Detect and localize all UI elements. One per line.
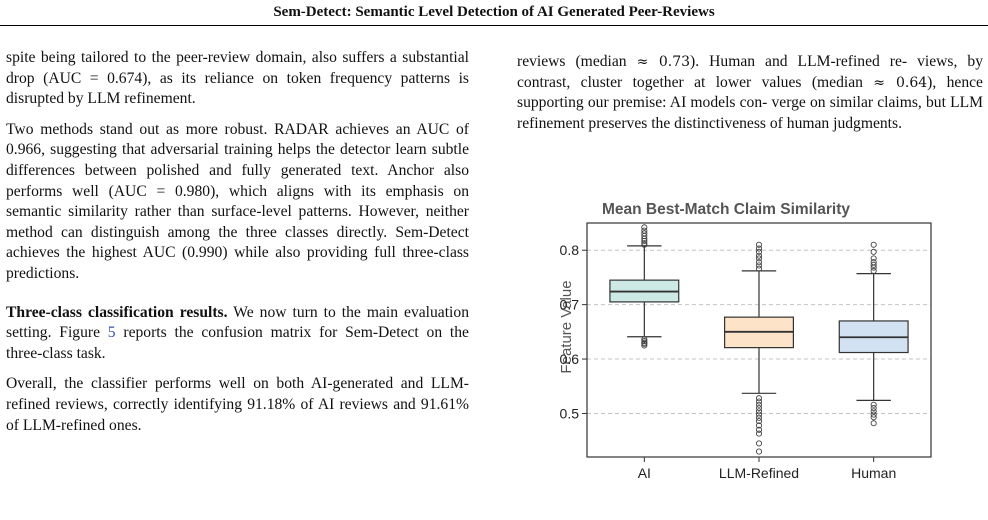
outlier-point xyxy=(755,245,763,252)
outlier-point xyxy=(755,430,763,437)
y-axis-label: Feature Value xyxy=(558,280,575,373)
outlier-point xyxy=(755,440,763,447)
y-tick-label: 0.8 xyxy=(560,242,580,258)
boxplot-chart: Mean Best-Match Claim Similarity Feature… xyxy=(558,201,932,481)
paragraph-three-class: Three-class classification results. We n… xyxy=(6,303,469,365)
outlier-point xyxy=(755,255,763,262)
outlier-point xyxy=(755,426,763,433)
outlier-point xyxy=(755,395,763,402)
paragraph-robust-methods: Two methods stand out as more robust. RA… xyxy=(6,120,469,282)
math-approx: ≈ 0.64 xyxy=(873,74,928,91)
outlier-point xyxy=(755,401,763,408)
outlier-point xyxy=(755,422,763,429)
run-in-heading: Three-class classification results. xyxy=(6,303,228,321)
outlier-point xyxy=(641,240,648,247)
outlier-point xyxy=(870,404,877,412)
outlier-point xyxy=(870,255,877,262)
outlier-point xyxy=(641,230,648,237)
paragraph-median-discussion: reviews (median ≈ 0.73). Human and LLM-r… xyxy=(517,52,983,134)
outlier-point xyxy=(755,418,763,425)
outlier-point xyxy=(870,420,877,427)
outlier-point xyxy=(870,401,877,408)
outlier-point xyxy=(755,252,763,259)
y-tick-label: 0.5 xyxy=(560,405,580,421)
paper-title: Sem-Detect: Semantic Level Detection of … xyxy=(273,4,715,20)
y-tick-label: 0.7 xyxy=(560,297,580,313)
outlier-point xyxy=(870,259,877,266)
outlier-point xyxy=(870,248,877,255)
outlier-point xyxy=(755,414,763,421)
outlier-point xyxy=(641,227,648,234)
paragraph-overall: Overall, the classifier performs well on… xyxy=(6,375,469,434)
paragraph-prior-methods: spite being tailored to the peer-review … xyxy=(6,49,469,108)
outlier-point xyxy=(641,224,648,231)
paragraph-text: We now turn to the main evaluation setti… xyxy=(6,303,469,342)
outlier-point xyxy=(755,448,763,455)
left-column: spite being tailored to the peer-review … xyxy=(6,48,469,446)
outlier-point xyxy=(755,411,763,418)
outlier-point xyxy=(870,414,877,421)
outlier-point xyxy=(755,265,763,272)
outlier-point xyxy=(755,248,763,255)
outlier-point xyxy=(755,398,763,405)
boxplot-figure: Mean Best-Match Claim Similarity Feature… xyxy=(520,195,986,495)
right-column: reviews (median ≈ 0.73). Human and LLM-r… xyxy=(517,52,983,144)
header-rule xyxy=(0,25,988,26)
plot-frame xyxy=(586,222,932,458)
x-tick-label: LLM-Refined xyxy=(719,465,799,481)
outlier-point xyxy=(641,339,648,346)
outlier-point xyxy=(641,338,648,345)
outlier-point xyxy=(870,261,877,268)
running-header: Sem-Detect: Semantic Level Detection of … xyxy=(0,0,988,24)
outlier-point xyxy=(870,241,877,248)
paragraph-text: reviews (median xyxy=(517,53,637,70)
paragraph-text: ). Human and LLM-refined re- views, by c… xyxy=(517,53,983,91)
x-tick-label: Human xyxy=(851,465,896,481)
paragraph-text: ), hence supporting our premise: AI mode… xyxy=(517,73,983,132)
outlier-point xyxy=(870,411,877,418)
outlier-point xyxy=(870,408,877,415)
paragraph-text: reports the confusion matrix for Sem-Det… xyxy=(6,324,469,362)
outlier-point xyxy=(755,262,763,269)
math-approx: ≈ 0.73 xyxy=(636,54,691,70)
chart-title: Mean Best-Match Claim Similarity xyxy=(602,201,850,218)
outlier-point xyxy=(641,241,648,248)
x-tick-label: AI xyxy=(638,465,651,481)
outlier-point xyxy=(755,259,763,266)
outlier-point xyxy=(641,336,648,343)
outlier-point xyxy=(755,241,763,248)
outlier-point xyxy=(755,408,763,415)
outlier-point xyxy=(755,404,763,412)
figure-ref-link[interactable]: 5 xyxy=(107,324,116,342)
outlier-point xyxy=(641,342,648,349)
y-tick-label: 0.6 xyxy=(560,351,580,367)
outlier-point xyxy=(870,267,877,274)
